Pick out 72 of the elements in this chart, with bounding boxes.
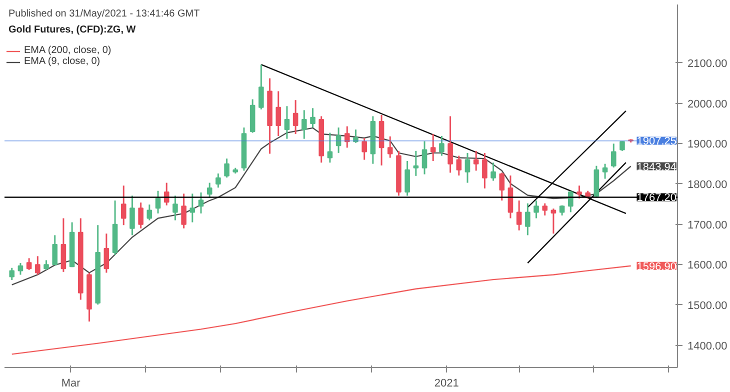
candlestick xyxy=(292,99,298,135)
candlestick xyxy=(464,152,470,184)
candlestick xyxy=(422,140,428,176)
candlestick xyxy=(216,172,221,188)
candlestick xyxy=(456,155,462,176)
candlestick xyxy=(258,64,264,110)
candlestick xyxy=(516,200,522,232)
candlestick xyxy=(138,202,144,230)
y-tick-label: 2100.00 xyxy=(688,58,728,70)
data-label: 1843.94 xyxy=(636,161,677,174)
candlestick xyxy=(499,172,505,202)
x-tick-label: Mar xyxy=(61,378,81,390)
candlestick xyxy=(302,109,307,140)
candlestick xyxy=(387,136,393,159)
candlestick xyxy=(44,259,49,271)
y-tick-label: 1600.00 xyxy=(688,260,728,272)
candlestick xyxy=(404,160,410,196)
candlestick xyxy=(146,204,152,222)
text: Gold Futures, (CFD):ZG, W xyxy=(8,24,136,36)
ref-line-label: 1767.20 xyxy=(636,192,677,204)
x-tick-label: 2021 xyxy=(434,378,459,390)
legend-label: EMA (200, close, 0) xyxy=(24,45,112,56)
candlestick xyxy=(327,132,333,164)
candlestick xyxy=(482,152,488,190)
y-tick-label: 1700.00 xyxy=(688,219,728,232)
candlestick xyxy=(52,234,58,266)
candlestick xyxy=(490,162,496,182)
candlestick xyxy=(344,126,350,148)
y-tick-label: 2000.00 xyxy=(688,98,728,110)
candlestick xyxy=(26,257,32,271)
candlestick xyxy=(155,190,161,214)
candlestick xyxy=(172,194,178,222)
candlestick xyxy=(336,126,342,154)
y-tick-label: 1500.00 xyxy=(688,300,728,312)
candlestick xyxy=(130,194,135,236)
candlestick xyxy=(473,150,479,172)
y-tick-label: 1800.00 xyxy=(688,178,728,191)
candlestick xyxy=(353,128,358,144)
candlestick xyxy=(550,208,556,234)
candlestick xyxy=(413,150,419,177)
line-series xyxy=(11,127,632,286)
candlestick xyxy=(284,105,290,140)
candlestick xyxy=(104,232,110,274)
candlestick xyxy=(198,192,204,214)
candlestick xyxy=(276,90,282,137)
candlestick xyxy=(9,267,15,281)
candlestick xyxy=(448,115,453,174)
candlestick xyxy=(120,184,126,226)
candlestick xyxy=(181,192,186,230)
candlestick xyxy=(362,137,367,161)
candlestick xyxy=(610,142,616,168)
candlestick xyxy=(534,200,539,220)
candlestick xyxy=(18,262,24,276)
candlestick xyxy=(310,107,316,128)
line-series xyxy=(11,265,632,355)
candlestick xyxy=(224,158,230,178)
candlestick xyxy=(620,140,625,152)
y-tick-label: 1900.00 xyxy=(688,138,728,151)
candlestick xyxy=(35,255,40,276)
candlestick xyxy=(206,182,212,198)
candlestick xyxy=(602,163,608,180)
candlestick xyxy=(576,184,582,200)
annotation: Published on 31/May/2021 - 13:41:46 GMT xyxy=(8,8,200,20)
data-label: 1596.90 xyxy=(636,260,677,273)
ref-line-label: 1907.25 xyxy=(636,136,677,148)
candlestick xyxy=(190,192,196,224)
candlestick xyxy=(542,202,548,216)
y-tick-label: 1400.00 xyxy=(688,340,728,352)
candlestick xyxy=(525,202,530,236)
candlestick xyxy=(430,133,436,162)
candlestick xyxy=(439,135,444,156)
legend-label: EMA (9, close, 0) xyxy=(24,56,100,67)
